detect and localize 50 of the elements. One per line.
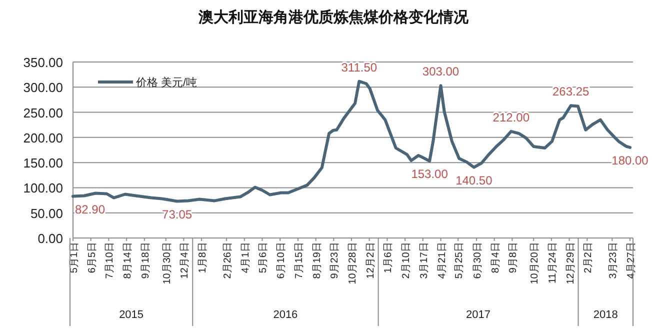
annotation: 140.50 <box>456 173 493 188</box>
y-tick-label: 0.00 <box>38 231 63 246</box>
x-tick-label: 9月18日 <box>140 242 152 279</box>
y-tick-label: 100.00 <box>23 180 63 196</box>
x-tick-label: 2月2日 <box>583 242 594 274</box>
text: 2016 <box>273 309 298 321</box>
x-tick-label: 10月20日 <box>530 242 541 284</box>
x-tick-label: 6月10日 <box>276 242 288 279</box>
x-tick-label: 9月23日 <box>330 242 341 279</box>
x-tick-label: 12月29日 <box>565 242 576 284</box>
x-tick-label: 7月10日 <box>104 242 116 279</box>
x-tick-label: 5月6日 <box>258 242 270 274</box>
text: 2017 <box>466 309 490 321</box>
x-tick-label: 11月24日 <box>547 242 558 284</box>
y-tick-label: 150.00 <box>23 156 63 171</box>
x-tick-label: 5月25日 <box>454 242 466 279</box>
x-tick-label: 8月4日 <box>490 242 502 274</box>
annotation: 303.00 <box>422 64 460 79</box>
text: 2015 <box>119 309 144 321</box>
x-tick-label: 3月23日 <box>608 242 620 279</box>
x-tick-label: 4月1日 <box>240 242 252 274</box>
annotation: 212.00 <box>492 110 530 124</box>
annotation: 153.00 <box>411 167 448 182</box>
x-tick-label: 6月30日 <box>472 242 484 279</box>
x-tick-label: 8月14日 <box>122 242 134 279</box>
x-tick-label: 10月28日 <box>348 242 358 284</box>
chart-title: 澳大利亚海角港优质炼焦煤价格变化情况 <box>198 8 470 26</box>
text: 2018 <box>593 309 618 321</box>
x-tick-label: 12月4日 <box>180 242 191 279</box>
y-tick-label: 200.00 <box>23 130 63 146</box>
x-tick-label: 3月17日 <box>418 242 430 279</box>
legend-label: 价格 美元/吨 <box>135 76 198 89</box>
x-tick-label: 7月15日 <box>294 242 305 279</box>
annotation: 180.00 <box>612 153 649 168</box>
annotation: 263.25 <box>552 84 590 99</box>
annotation: 311.50 <box>341 60 378 74</box>
y-tick-label: 350.00 <box>23 55 63 70</box>
y-tick-label: 50.00 <box>30 206 63 221</box>
x-tick-label: 12月2日 <box>365 242 376 279</box>
x-tick-label: 10月30日 <box>162 242 173 284</box>
x-tick-label: 9月8日 <box>508 242 520 274</box>
x-tick-label: 8月19日 <box>312 242 323 279</box>
x-tick-label: 4月21日 <box>436 242 448 279</box>
x-tick-label: 1月6日 <box>383 242 394 274</box>
x-tick-label: 2月10日 <box>401 242 412 279</box>
y-tick-label: 300.00 <box>23 80 63 96</box>
y-tick-label: 250.00 <box>23 105 63 120</box>
x-tick-label: 6月5日 <box>86 242 98 274</box>
x-tick-label: 2月26日 <box>222 242 234 279</box>
x-tick-label: 1月8日 <box>198 242 209 274</box>
